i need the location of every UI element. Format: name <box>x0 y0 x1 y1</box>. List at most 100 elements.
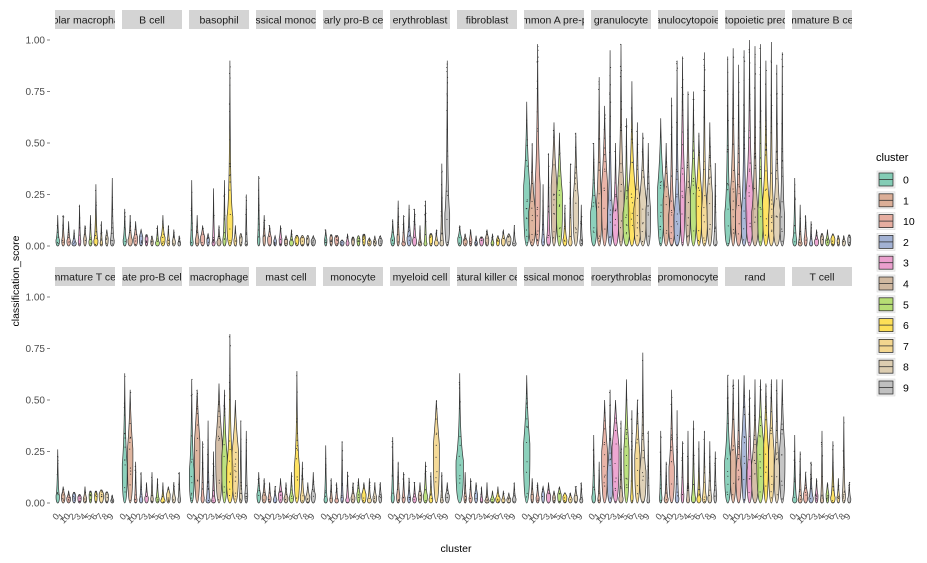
data-point <box>485 242 488 244</box>
data-point <box>89 245 91 247</box>
x-tick-label: 6 <box>156 511 167 522</box>
data-point <box>112 208 114 210</box>
violin-cluster-7 <box>231 399 240 504</box>
data-point <box>754 53 756 56</box>
violin-cluster-5 <box>423 200 428 247</box>
x-tick-label: 5 <box>820 511 831 522</box>
data-point <box>738 145 740 147</box>
data-point <box>57 492 59 494</box>
x-tick-label: 0 <box>721 511 732 522</box>
facet-strip-label: promonocyte <box>658 272 719 284</box>
data-point <box>753 405 756 407</box>
data-point <box>743 104 745 106</box>
data-point <box>810 236 812 238</box>
facet-strip-label: mast cell <box>265 272 306 284</box>
data-point <box>770 94 772 96</box>
data-point <box>625 477 627 479</box>
data-point <box>642 412 644 414</box>
data-point <box>603 441 606 444</box>
data-point <box>403 215 405 218</box>
data-point <box>62 498 64 500</box>
data-point <box>647 455 649 457</box>
data-point <box>526 144 528 146</box>
violin-cluster-9 <box>512 225 517 247</box>
data-point <box>196 226 198 228</box>
data-point <box>112 501 114 503</box>
data-point <box>743 144 745 146</box>
data-point <box>727 385 729 387</box>
data-point <box>228 174 230 177</box>
data-point <box>698 150 700 152</box>
data-point <box>229 181 231 183</box>
data-point <box>626 432 628 434</box>
violin-cluster-5 <box>423 461 428 504</box>
data-point <box>687 201 689 204</box>
data-point <box>681 87 683 89</box>
x-tick-label: 6 <box>357 511 368 522</box>
data-point <box>748 491 750 493</box>
data-point <box>202 446 204 448</box>
violin-cluster-9 <box>847 482 852 504</box>
data-point <box>609 97 611 99</box>
data-point <box>794 462 796 464</box>
data-point <box>559 204 561 206</box>
data-point <box>341 240 343 242</box>
data-point <box>703 221 705 223</box>
data-point <box>708 168 710 171</box>
data-point <box>794 479 796 481</box>
data-point <box>257 189 260 191</box>
data-point <box>531 233 533 236</box>
x-tick-label: 9 <box>775 511 786 522</box>
data-point <box>223 414 226 416</box>
data-point <box>398 499 400 501</box>
data-point <box>168 229 170 231</box>
data-point <box>670 461 673 463</box>
data-point <box>553 497 555 499</box>
data-point <box>218 403 220 405</box>
data-point <box>101 494 103 496</box>
violin-cluster-8 <box>373 235 377 247</box>
data-point <box>698 135 700 137</box>
facet-panel: B cell <box>122 10 182 247</box>
data-point <box>480 501 482 503</box>
data-point <box>191 229 193 231</box>
data-point <box>609 426 611 428</box>
data-point <box>793 477 795 479</box>
legend-item: 5 <box>876 295 909 314</box>
violin-cluster-1 <box>528 142 537 247</box>
data-point <box>335 492 337 494</box>
x-tick-label: 1 <box>458 511 469 522</box>
legend-label: 8 <box>903 362 909 374</box>
data-point <box>727 494 729 496</box>
data-point <box>123 402 125 404</box>
data-point <box>129 499 131 501</box>
data-point <box>513 493 515 495</box>
data-point <box>799 458 801 460</box>
data-point <box>743 197 746 199</box>
x-tick-label: 3 <box>474 511 485 522</box>
violin-cluster-3 <box>77 204 82 247</box>
data-point <box>235 240 237 242</box>
data-point <box>704 69 706 71</box>
x-tick-label: 3 <box>541 511 552 522</box>
x-tick-label: 2 <box>402 511 413 522</box>
data-point <box>392 242 394 244</box>
data-point <box>229 66 231 68</box>
data-point <box>681 476 683 478</box>
data-point <box>760 168 762 170</box>
data-point <box>832 462 834 464</box>
data-point <box>759 467 761 469</box>
data-point <box>368 239 370 241</box>
y-tick-label: 0.75 <box>26 344 46 355</box>
x-tick-label: 1 <box>659 511 670 522</box>
data-point <box>776 97 778 99</box>
data-point <box>284 487 287 489</box>
data-point <box>140 241 142 243</box>
data-point <box>754 438 756 440</box>
x-tick-label: 1 <box>525 511 536 522</box>
data-point <box>642 416 644 418</box>
data-point <box>485 496 488 499</box>
data-point <box>831 500 833 502</box>
data-point <box>771 483 773 485</box>
data-point <box>140 242 142 244</box>
